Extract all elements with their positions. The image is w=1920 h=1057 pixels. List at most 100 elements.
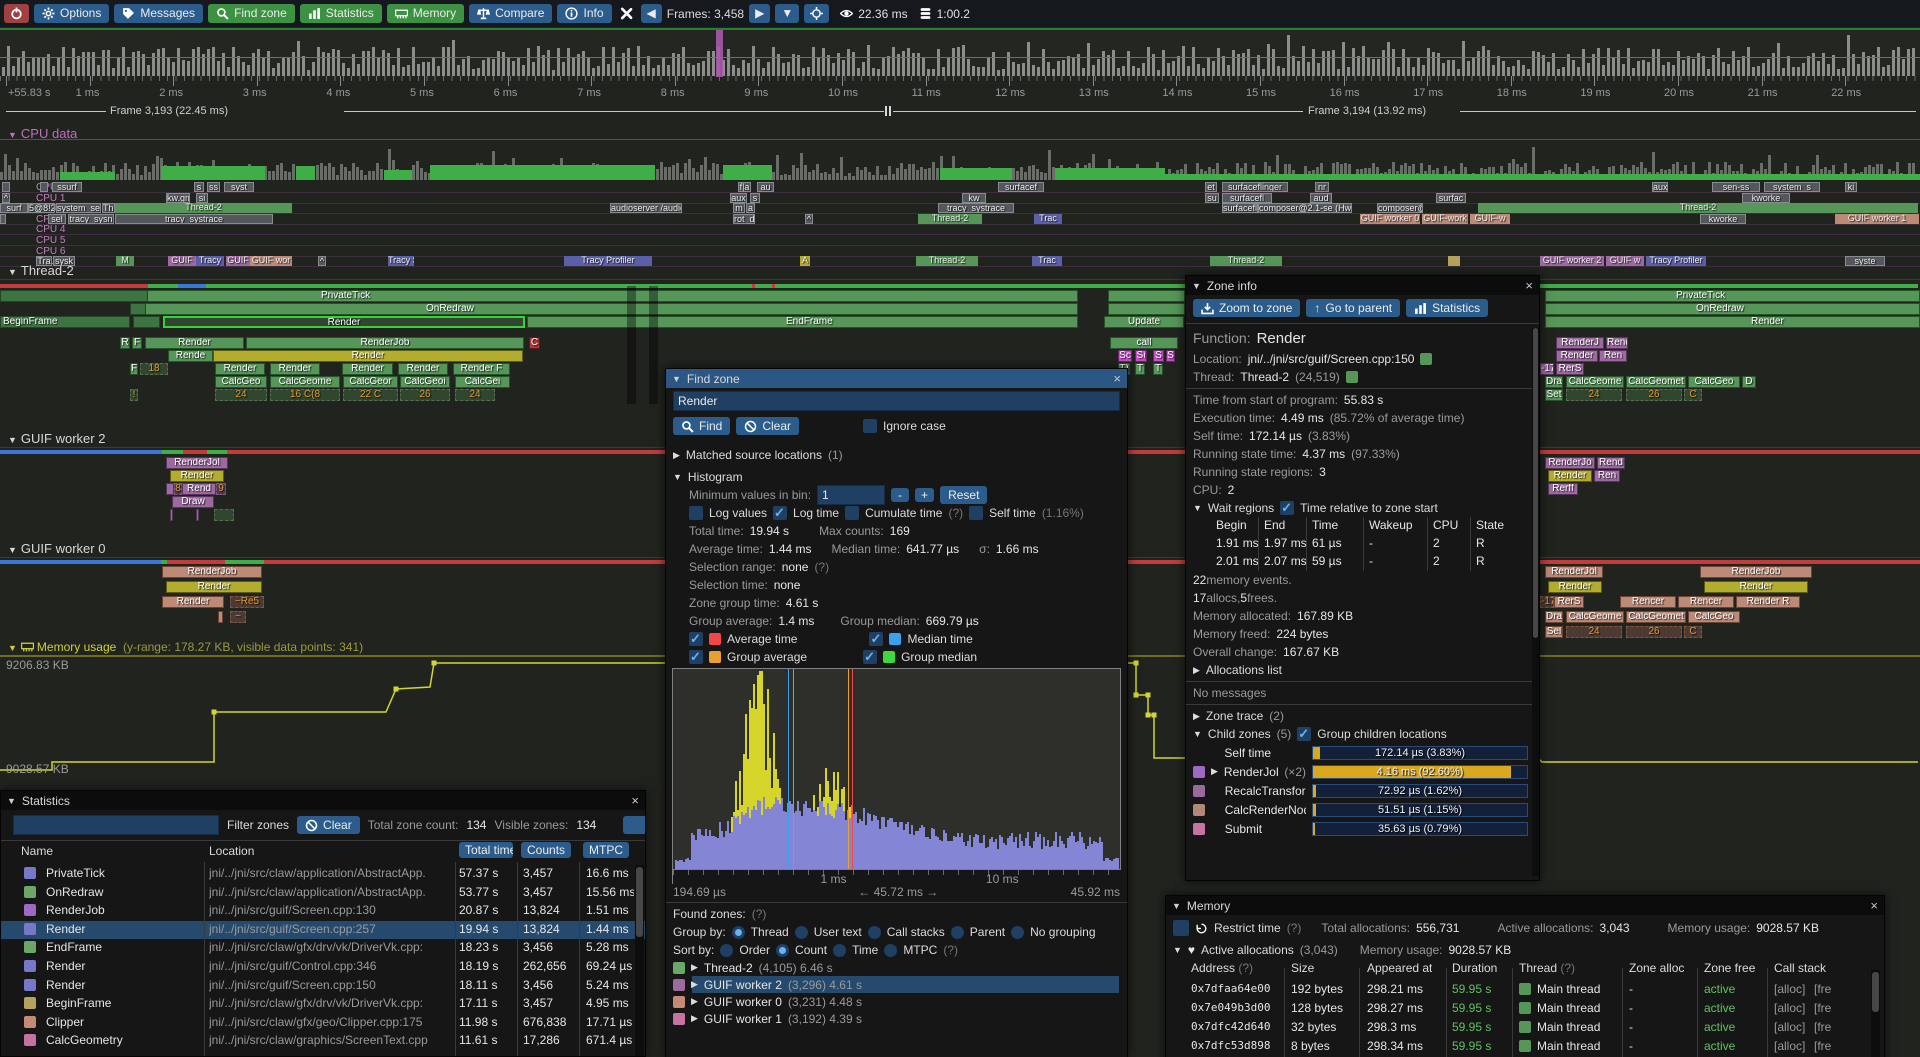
frame-bar[interactable] xyxy=(127,66,130,76)
zone-block[interactable]: R xyxy=(120,337,130,349)
frame-bar[interactable] xyxy=(1302,46,1305,76)
frame-bar[interactable] xyxy=(157,48,160,76)
frame-bar[interactable] xyxy=(427,61,430,76)
zone-block[interactable]: Si xyxy=(1135,350,1147,362)
frame-bar[interactable] xyxy=(1912,48,1915,76)
minus-button[interactable]: - xyxy=(891,488,910,502)
col-address[interactable]: Address (?) xyxy=(1191,961,1254,975)
zone-block[interactable]: CalcGeoi xyxy=(400,376,450,388)
stats-row[interactable]: RenderJob jni/../jni/src/guif/Screen.cpp:… xyxy=(1,902,645,920)
frame-bar[interactable] xyxy=(1212,60,1215,76)
frame-bar[interactable] xyxy=(332,49,335,76)
frame-bar[interactable] xyxy=(467,56,470,76)
cpu-zone[interactable]: GUIF worker 1 xyxy=(1835,213,1919,224)
wait-region-row[interactable]: 2.01 ms 2.07 ms 59 µs -2 R xyxy=(1216,554,1485,568)
frame-bar[interactable] xyxy=(1732,51,1735,76)
compare-button[interactable]: Compare xyxy=(469,4,553,23)
sortby-option[interactable]: MTPC xyxy=(903,943,938,957)
zone-block[interactable]: Render xyxy=(1704,581,1808,593)
frame-bar[interactable] xyxy=(1162,49,1165,76)
plus-button[interactable]: + xyxy=(915,488,935,502)
frame-bar[interactable] xyxy=(1762,62,1765,76)
cpu-zone[interactable]: su xyxy=(1205,192,1219,203)
frame-bar[interactable] xyxy=(887,55,890,76)
cpu-zone[interactable]: s xyxy=(194,182,204,192)
frame-bar[interactable] xyxy=(337,50,340,76)
groupby-radio[interactable] xyxy=(794,925,808,939)
avg-line-checkbox[interactable] xyxy=(689,631,703,647)
zone-block[interactable] xyxy=(133,316,160,328)
frame-bar[interactable] xyxy=(197,46,200,76)
allocation-row[interactable]: 0x7dfaa64e00 192 bytes 298.21 ms 59.95 s Mai… xyxy=(1191,982,1832,996)
zone-block[interactable]: Set xyxy=(1545,389,1563,401)
frame-bar[interactable] xyxy=(752,45,755,76)
frame-bar[interactable] xyxy=(917,52,920,76)
frame-bar[interactable] xyxy=(1292,55,1295,76)
frame-bar[interactable] xyxy=(1402,48,1405,76)
sortby-radio[interactable] xyxy=(776,943,790,957)
frame-bar[interactable] xyxy=(762,68,765,76)
frame-bar[interactable] xyxy=(17,56,20,76)
frame-bar[interactable] xyxy=(902,51,905,76)
frame-bar[interactable] xyxy=(572,56,575,76)
frame-bar[interactable] xyxy=(1017,64,1020,76)
frame-bar[interactable] xyxy=(1492,64,1495,76)
frame-bar[interactable] xyxy=(1562,66,1565,76)
frame-bar[interactable] xyxy=(267,50,270,76)
frame-bar[interactable] xyxy=(82,52,85,76)
frame-bar[interactable] xyxy=(1437,53,1440,76)
stats-row[interactable]: Clipper jni/../jni/src/claw/gfx/geo/Clipp… xyxy=(1,1014,645,1032)
frame-bar[interactable] xyxy=(607,64,610,76)
zone-block[interactable]: -17 xyxy=(1540,596,1554,608)
frame-bar[interactable] xyxy=(642,64,645,76)
found-zone-group[interactable]: ▶ GUIF worker 2 (3,296) 4.61 s xyxy=(666,976,1127,993)
zone-block[interactable]: Render xyxy=(1548,581,1602,593)
frame-bar[interactable] xyxy=(1237,54,1240,76)
zone-block[interactable] xyxy=(196,509,199,521)
stats-scrollbar[interactable] xyxy=(635,865,644,1056)
cpu-zone[interactable]: GUIF worker 0 xyxy=(1360,213,1420,224)
frame-bar[interactable] xyxy=(207,48,210,76)
frame-bar[interactable] xyxy=(1352,47,1355,76)
zone-block[interactable]: CalcGeome xyxy=(270,376,340,388)
zone-block[interactable]: Render xyxy=(215,363,265,375)
frame-bar[interactable] xyxy=(1682,60,1685,76)
cpu-zone[interactable]: surfacefl xyxy=(1222,203,1258,214)
frame-bar[interactable] xyxy=(842,60,845,76)
frame-bar[interactable] xyxy=(1687,56,1690,76)
frame-bar[interactable] xyxy=(1717,47,1720,76)
zone-block[interactable]: Render xyxy=(162,596,224,608)
memory-usage-header[interactable]: ▼ Memory usage (y-range: 178.27 KB, visib… xyxy=(8,640,364,654)
frame-bar[interactable] xyxy=(1547,61,1550,76)
frame-bar[interactable] xyxy=(1227,64,1230,76)
zone-block[interactable]: Render xyxy=(145,337,244,349)
zoom-to-zone-button[interactable]: Zoom to zone xyxy=(1193,299,1301,317)
frame-bar[interactable] xyxy=(1537,52,1540,76)
groupby-option[interactable]: User text xyxy=(813,925,862,939)
zone-block[interactable]: CalcGei xyxy=(455,376,510,388)
frame-bar[interactable] xyxy=(1142,63,1145,76)
frame-bar[interactable] xyxy=(1882,67,1885,76)
zone-block[interactable]: BeginFrame xyxy=(0,316,130,328)
frame-bar[interactable] xyxy=(1602,65,1605,76)
frame-bar[interactable] xyxy=(832,62,835,76)
frame-bar[interactable] xyxy=(1817,60,1820,76)
clear-filter-button[interactable]: Clear xyxy=(297,816,360,834)
wait-regions-toggle[interactable]: Wait regions xyxy=(1207,501,1275,515)
frame-bar[interactable] xyxy=(1207,56,1210,76)
frame-bar[interactable] xyxy=(1337,68,1340,76)
zone-block[interactable]: CalcGeome xyxy=(1566,376,1624,388)
frame-bar[interactable] xyxy=(1557,68,1560,76)
col-name[interactable]: Name xyxy=(21,844,54,858)
zone-info-titlebar[interactable]: ▼ Zone info × xyxy=(1186,276,1539,295)
frame-bar[interactable] xyxy=(1672,64,1675,76)
frame-bar[interactable] xyxy=(177,48,180,76)
groupby-radio[interactable] xyxy=(950,925,964,939)
frame-bar[interactable] xyxy=(982,67,985,76)
frame-bar[interactable] xyxy=(147,64,150,76)
stats-row[interactable]: Render jni/../jni/src/guif/Screen.cpp:150… xyxy=(1,977,645,995)
col-counts[interactable]: Counts xyxy=(521,842,572,858)
frame-bar[interactable] xyxy=(1062,59,1065,76)
child-zone-row[interactable]: RecalcTransform72.92 µs (1.62%) xyxy=(1186,781,1539,800)
frame-bar[interactable] xyxy=(1172,60,1175,76)
